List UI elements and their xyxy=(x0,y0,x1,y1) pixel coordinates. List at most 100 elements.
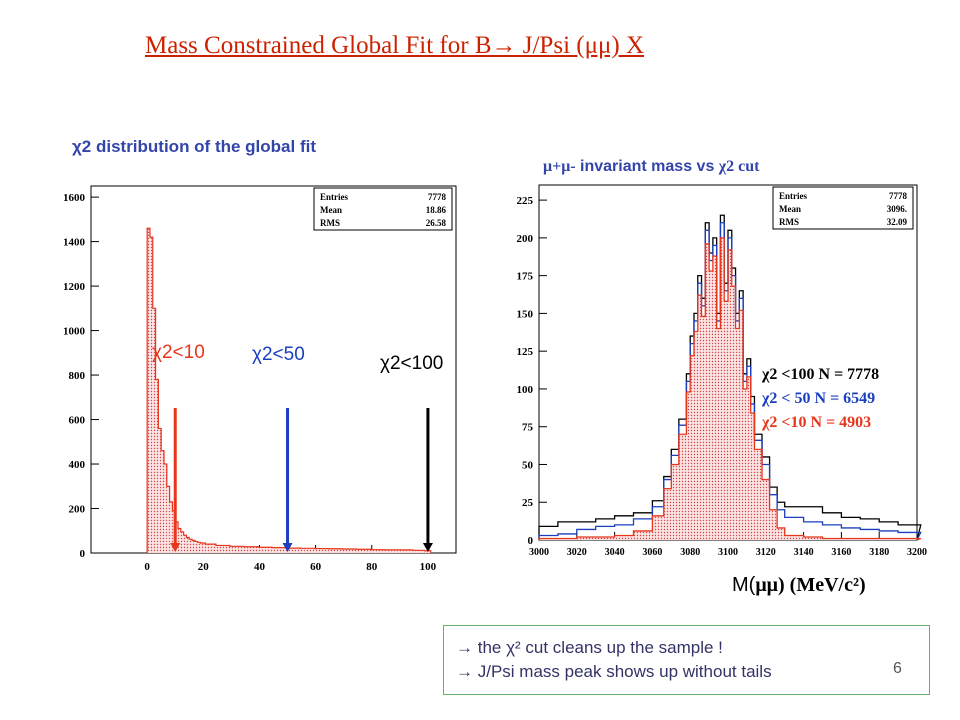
chi2-stats-box xyxy=(313,187,453,231)
cut-arrowhead-50 xyxy=(282,543,293,552)
mass-ytick-label: 75 xyxy=(522,422,534,434)
chi2-xtick-label: 60 xyxy=(310,561,322,573)
left-plot-title: χ2 distribution of the global fit xyxy=(72,137,316,156)
chi2-bar xyxy=(356,549,371,553)
chi2-bar xyxy=(186,537,190,553)
chi2-bar xyxy=(155,379,159,553)
chi2-xtick-label: 40 xyxy=(254,561,266,573)
chi2-bar xyxy=(398,549,413,553)
mass-ytick-label: 125 xyxy=(517,346,534,358)
chi2-bar xyxy=(244,546,259,553)
cut-label-100: χ2<100 xyxy=(380,353,444,374)
note-1: → the χ² cut cleans up the sample ! xyxy=(456,638,723,657)
chi2-bar xyxy=(161,450,164,553)
mass-xtick-label: 3120 xyxy=(756,547,776,558)
chi2-ytick-label: 1000 xyxy=(63,326,86,338)
mass-xtick-label: 3060 xyxy=(642,547,662,558)
chi2-bar xyxy=(370,549,385,553)
page-number: 6 xyxy=(893,660,902,677)
mass-ytick-label: 50 xyxy=(522,459,534,471)
note-2: → J/Psi mass peak shows up without tails xyxy=(456,662,772,681)
chi2-bar xyxy=(205,544,216,553)
mass-ytick-label: 150 xyxy=(517,308,534,320)
chi2-bar xyxy=(286,548,301,553)
chi2-bar xyxy=(166,486,170,553)
chi2-bar xyxy=(424,550,431,553)
chi2-xtick-label: 20 xyxy=(198,561,210,573)
chi2-bar xyxy=(384,549,399,553)
chi2-ytick-label: 0 xyxy=(80,548,86,560)
chi2-xtick-label: 80 xyxy=(366,561,378,573)
chi2-bar xyxy=(215,545,230,553)
mass-ytick-label: 25 xyxy=(522,497,534,509)
chi2-histogram-outline xyxy=(146,227,432,553)
chi2-ytick-label: 800 xyxy=(69,370,86,382)
chi2-bar xyxy=(180,531,184,553)
chi2-bar xyxy=(300,548,315,553)
mass-ytick-label: 175 xyxy=(517,271,534,283)
mass-xtick-label: 3000 xyxy=(529,547,549,558)
mass-stats-box xyxy=(772,186,914,230)
mass-label-unit: μμ) (MeV/c²) xyxy=(755,574,866,596)
chi2-stats-label: Entries xyxy=(320,192,348,202)
chi2-bar xyxy=(164,464,167,553)
cut-label-50: χ2<50 xyxy=(252,344,305,365)
mass-axis-label: M(μμ) (MeV/c²) xyxy=(732,574,866,597)
legend-entry-50: χ2 < 50 N = 6549 xyxy=(762,390,876,407)
mass-series-line-2 xyxy=(538,237,922,541)
mass-xtick-label: 3080 xyxy=(680,547,700,558)
chi2-bar xyxy=(229,546,245,553)
notes-box: → the χ² cut cleans up the sample ! → J/… xyxy=(443,625,930,695)
chi2-xtick-label: 0 xyxy=(144,561,150,573)
chi2-stats-value: 26.58 xyxy=(426,218,447,228)
chi2-ytick-label: 1600 xyxy=(63,192,86,204)
chi2-bar xyxy=(342,548,357,553)
chi2-bar xyxy=(194,541,198,553)
chi2-bar xyxy=(158,428,162,553)
right-plot-title-mid: invariant mass vs xyxy=(575,158,719,175)
mass-stats-label: Entries xyxy=(779,191,807,201)
chi2-bar xyxy=(272,547,287,553)
cut-label-10: χ2<10 xyxy=(152,342,205,363)
mass-stats-label: Mean xyxy=(779,204,801,214)
chi2-bar xyxy=(169,501,173,553)
chi2-stats-value: 7778 xyxy=(428,192,447,202)
chi2-ytick-label: 200 xyxy=(69,504,86,516)
chi2-bar xyxy=(197,542,201,553)
chi2-bar xyxy=(147,228,150,553)
mass-label-m: M( xyxy=(732,574,756,596)
mass-stats-value: 3096. xyxy=(887,204,907,214)
mu-pair-symbol: μ+μ- xyxy=(543,158,576,175)
cut-arrowhead-100 xyxy=(422,543,433,552)
chi2-bar xyxy=(189,539,193,553)
chi2-ytick-label: 1200 xyxy=(63,281,86,293)
chi2-bar xyxy=(200,542,206,553)
chi2-xtick-label: 100 xyxy=(420,561,437,573)
mass-legend: χ2 <100 N = 7778 χ2 < 50 N = 6549 χ2 <10… xyxy=(762,363,879,435)
chi2-bar xyxy=(328,548,343,553)
mass-series-fill-10 xyxy=(539,237,921,540)
chi2-cut-text: χ2 cut xyxy=(718,158,760,175)
chi2-stats-label: RMS xyxy=(320,218,340,228)
chi2-bar xyxy=(192,540,195,553)
legend-entry-10: χ2 <10 N = 4903 xyxy=(762,414,872,431)
mass-series-line-1 xyxy=(538,222,922,541)
mass-stats-value: 32.09 xyxy=(887,217,908,227)
chi2-stats-label: Mean xyxy=(320,205,342,215)
chi2-bar xyxy=(258,547,273,553)
chi2-ytick-label: 1400 xyxy=(63,237,86,249)
mass-xtick-label: 3040 xyxy=(605,547,625,558)
chi2-bar xyxy=(178,528,181,553)
chi2-ytick-label: 400 xyxy=(69,459,86,471)
chi2-bar xyxy=(183,535,187,553)
chi2-bar xyxy=(152,308,156,553)
chi2-bar xyxy=(314,548,329,553)
mass-ytick-label: 200 xyxy=(517,233,534,245)
mass-xtick-label: 3140 xyxy=(794,547,814,558)
mass-xtick-label: 3180 xyxy=(869,547,889,558)
chi2-stats-value: 18.86 xyxy=(426,205,447,215)
mass-xtick-label: 3020 xyxy=(567,547,587,558)
mass-stats-value: 7778 xyxy=(889,191,908,201)
mass-ytick-label: 0 xyxy=(528,535,534,547)
